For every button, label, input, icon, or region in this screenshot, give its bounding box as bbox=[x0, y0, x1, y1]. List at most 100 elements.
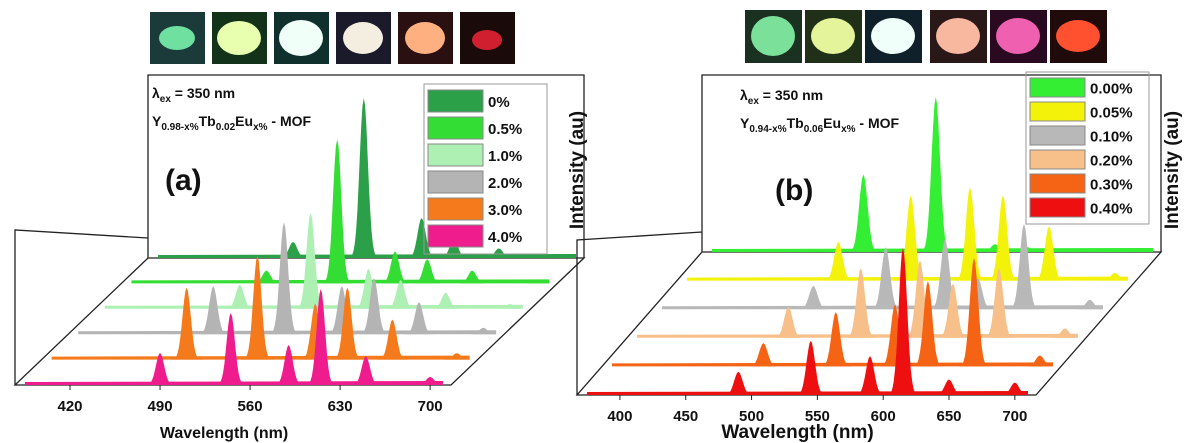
emission-peak bbox=[239, 255, 276, 360]
emission-peak bbox=[955, 257, 993, 367]
excitation-symbol: λ bbox=[152, 85, 160, 101]
emission-peak bbox=[996, 382, 1034, 395]
legend-label: 0.05% bbox=[1090, 105, 1133, 122]
formula-part: x% bbox=[253, 122, 268, 133]
emission-peak bbox=[545, 254, 582, 258]
emission-peak bbox=[438, 353, 475, 360]
legend-swatch bbox=[427, 170, 484, 194]
spectrum bbox=[687, 187, 1134, 281]
formula-part: x% bbox=[841, 124, 856, 135]
x-tick-label: 600 bbox=[871, 408, 896, 425]
emission-peak bbox=[221, 284, 258, 309]
legend-label: 0.40% bbox=[1090, 201, 1133, 218]
emission-peak bbox=[867, 247, 905, 310]
emission-peak bbox=[356, 278, 392, 335]
x-tick-label: 550 bbox=[805, 408, 830, 425]
formula-part: - MOF bbox=[268, 113, 312, 129]
emission-peak bbox=[984, 195, 1022, 281]
spectrum bbox=[662, 223, 1109, 310]
emission-peak bbox=[720, 371, 757, 395]
x-tick-label: 650 bbox=[936, 408, 961, 425]
formula: Y0.94-x%Tb0.06Eux% - MOF bbox=[740, 115, 900, 135]
formula-part: Eu bbox=[823, 115, 841, 131]
legend-swatch bbox=[1029, 149, 1086, 170]
emission-peak bbox=[1021, 355, 1059, 367]
legend-swatch bbox=[427, 143, 484, 167]
emission-peak bbox=[292, 212, 329, 309]
emission-peak bbox=[926, 239, 964, 310]
emission-peak bbox=[1055, 248, 1093, 252]
emission-peak bbox=[901, 260, 939, 338]
emission-peak bbox=[409, 259, 446, 284]
emission-peak bbox=[270, 345, 307, 385]
emission-peak bbox=[427, 292, 464, 309]
legend-swatch bbox=[427, 224, 484, 248]
formula-part: Eu bbox=[235, 113, 253, 129]
formula-part: - MOF bbox=[856, 115, 900, 131]
emission-peak bbox=[382, 280, 419, 309]
emission-peak bbox=[820, 241, 857, 281]
emission-peak bbox=[917, 97, 955, 252]
x-tick-label: 630 bbox=[328, 398, 353, 415]
emission-peak bbox=[1009, 247, 1047, 252]
emission-peak bbox=[845, 174, 882, 252]
legend-frame bbox=[423, 83, 548, 255]
emission-peak bbox=[770, 306, 807, 338]
excitation-text: = 350 nm bbox=[171, 85, 235, 101]
emission-peak bbox=[323, 286, 360, 335]
emission-peak bbox=[884, 247, 922, 395]
x-axis-label: Wavelength (nm) bbox=[721, 422, 873, 443]
excitation: λex = 350 nm bbox=[152, 85, 235, 105]
excitation-sub: ex bbox=[160, 94, 172, 105]
spectrum bbox=[131, 139, 555, 284]
legend-label: 0.30% bbox=[1090, 177, 1133, 194]
formula-part: 0.94-x% bbox=[749, 124, 786, 135]
emission-peak bbox=[374, 319, 411, 360]
emission-peak bbox=[1030, 226, 1068, 281]
formula-part: Y bbox=[740, 115, 750, 131]
photos-b bbox=[745, 10, 1107, 63]
y-axis-label: Intensity (au) bbox=[567, 111, 588, 229]
legend-label: 3.0% bbox=[488, 202, 522, 219]
formula-part: 0.02 bbox=[216, 122, 236, 133]
formula: Y0.98-x%Tb0.02Eux% - MOF bbox=[152, 113, 312, 133]
emission-peak bbox=[168, 287, 205, 360]
emission-peak bbox=[212, 313, 249, 385]
legend-label: 0% bbox=[488, 94, 510, 111]
emission-peak bbox=[329, 287, 366, 360]
spectrum bbox=[25, 289, 449, 385]
spectrum bbox=[158, 98, 582, 258]
emission-peak bbox=[795, 285, 832, 310]
spectrum bbox=[587, 247, 1034, 395]
x-tick-label: 500 bbox=[739, 408, 764, 425]
legend-label: 2.0% bbox=[488, 175, 522, 192]
x-tick-label: 450 bbox=[673, 408, 698, 425]
emission-peak bbox=[319, 139, 356, 284]
legend-label: 0.20% bbox=[1090, 153, 1133, 170]
emission-peak bbox=[345, 98, 382, 258]
emission-peak bbox=[851, 356, 889, 395]
photos-a bbox=[150, 12, 515, 64]
emission-peak bbox=[465, 327, 502, 335]
excitation-sub: ex bbox=[748, 96, 760, 107]
emission-peak bbox=[518, 280, 555, 284]
emission-peak bbox=[876, 304, 914, 367]
emission-peak bbox=[1071, 299, 1109, 310]
legend-swatch bbox=[1029, 77, 1086, 98]
x-axis-label: Wavelength (nm) bbox=[160, 425, 288, 442]
emission-peak bbox=[454, 270, 491, 284]
spectrum bbox=[612, 257, 1059, 367]
legend-label: 0.5% bbox=[488, 121, 522, 138]
emission-peak bbox=[976, 244, 1014, 252]
formula-part: Tb bbox=[787, 115, 804, 131]
emission-peak bbox=[1005, 223, 1043, 310]
y-axis-label: Intensity (au) bbox=[1162, 111, 1183, 229]
emission-peak bbox=[403, 218, 440, 258]
emission-peak bbox=[350, 268, 387, 309]
emission-peak bbox=[275, 242, 312, 258]
emission-peak bbox=[435, 238, 472, 258]
legend-swatch bbox=[427, 197, 484, 221]
emission-peak bbox=[297, 303, 334, 360]
x-tick-label: 700 bbox=[418, 398, 443, 415]
legend-label: 0.10% bbox=[1090, 129, 1133, 146]
